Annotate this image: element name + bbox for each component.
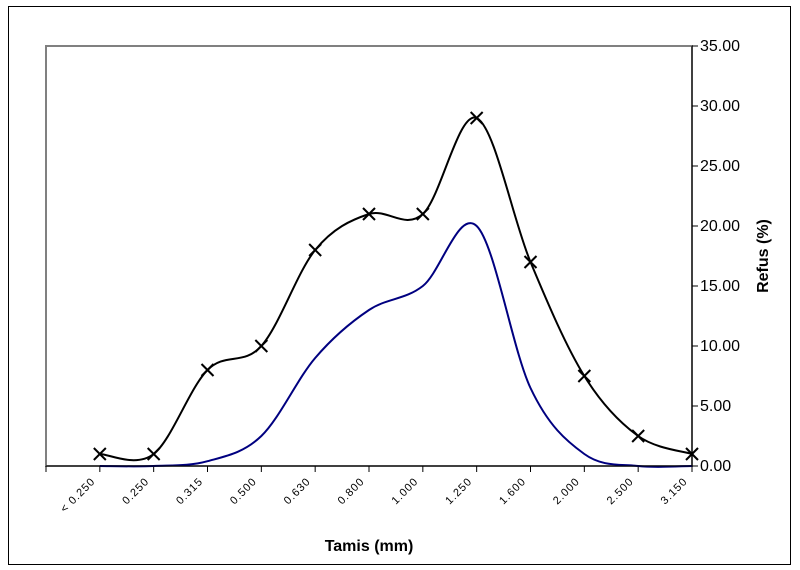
y-tick-label: 20.00 — [700, 218, 740, 235]
y-tick-label: 0.00 — [700, 458, 731, 475]
y-tick-label: 10.00 — [700, 338, 740, 355]
y-tick-label: 35.00 — [700, 38, 740, 55]
x-axis-title: Tamis (mm) — [325, 538, 414, 555]
data-point-marker — [200, 363, 215, 377]
data-point-marker — [523, 255, 538, 269]
y-tick-labels: 0.00 5.00 10.00 15.00 20.00 25.00 30.00 35.00 — [700, 38, 740, 475]
data-point-marker — [308, 243, 322, 257]
y-tick-label: 25.00 — [700, 158, 740, 175]
series-line — [99, 222, 693, 468]
y-axis-title: Refus (%) — [755, 219, 772, 293]
y-tick-marks — [692, 45, 698, 467]
data-point-marker — [577, 369, 592, 383]
data-point-marker — [469, 111, 484, 125]
chart-outer-border — [8, 6, 791, 565]
series-layer — [93, 111, 699, 468]
data-point-marker — [146, 447, 161, 461]
data-point-marker — [93, 447, 107, 461]
data-point-marker — [254, 339, 269, 353]
y-tick-label: 5.00 — [700, 398, 731, 415]
y-tick-label: 15.00 — [700, 278, 740, 295]
y-tick-label: 30.00 — [700, 98, 740, 115]
data-point-marker — [631, 429, 645, 443]
data-point-marker — [416, 207, 430, 221]
data-point-marker — [362, 207, 376, 221]
